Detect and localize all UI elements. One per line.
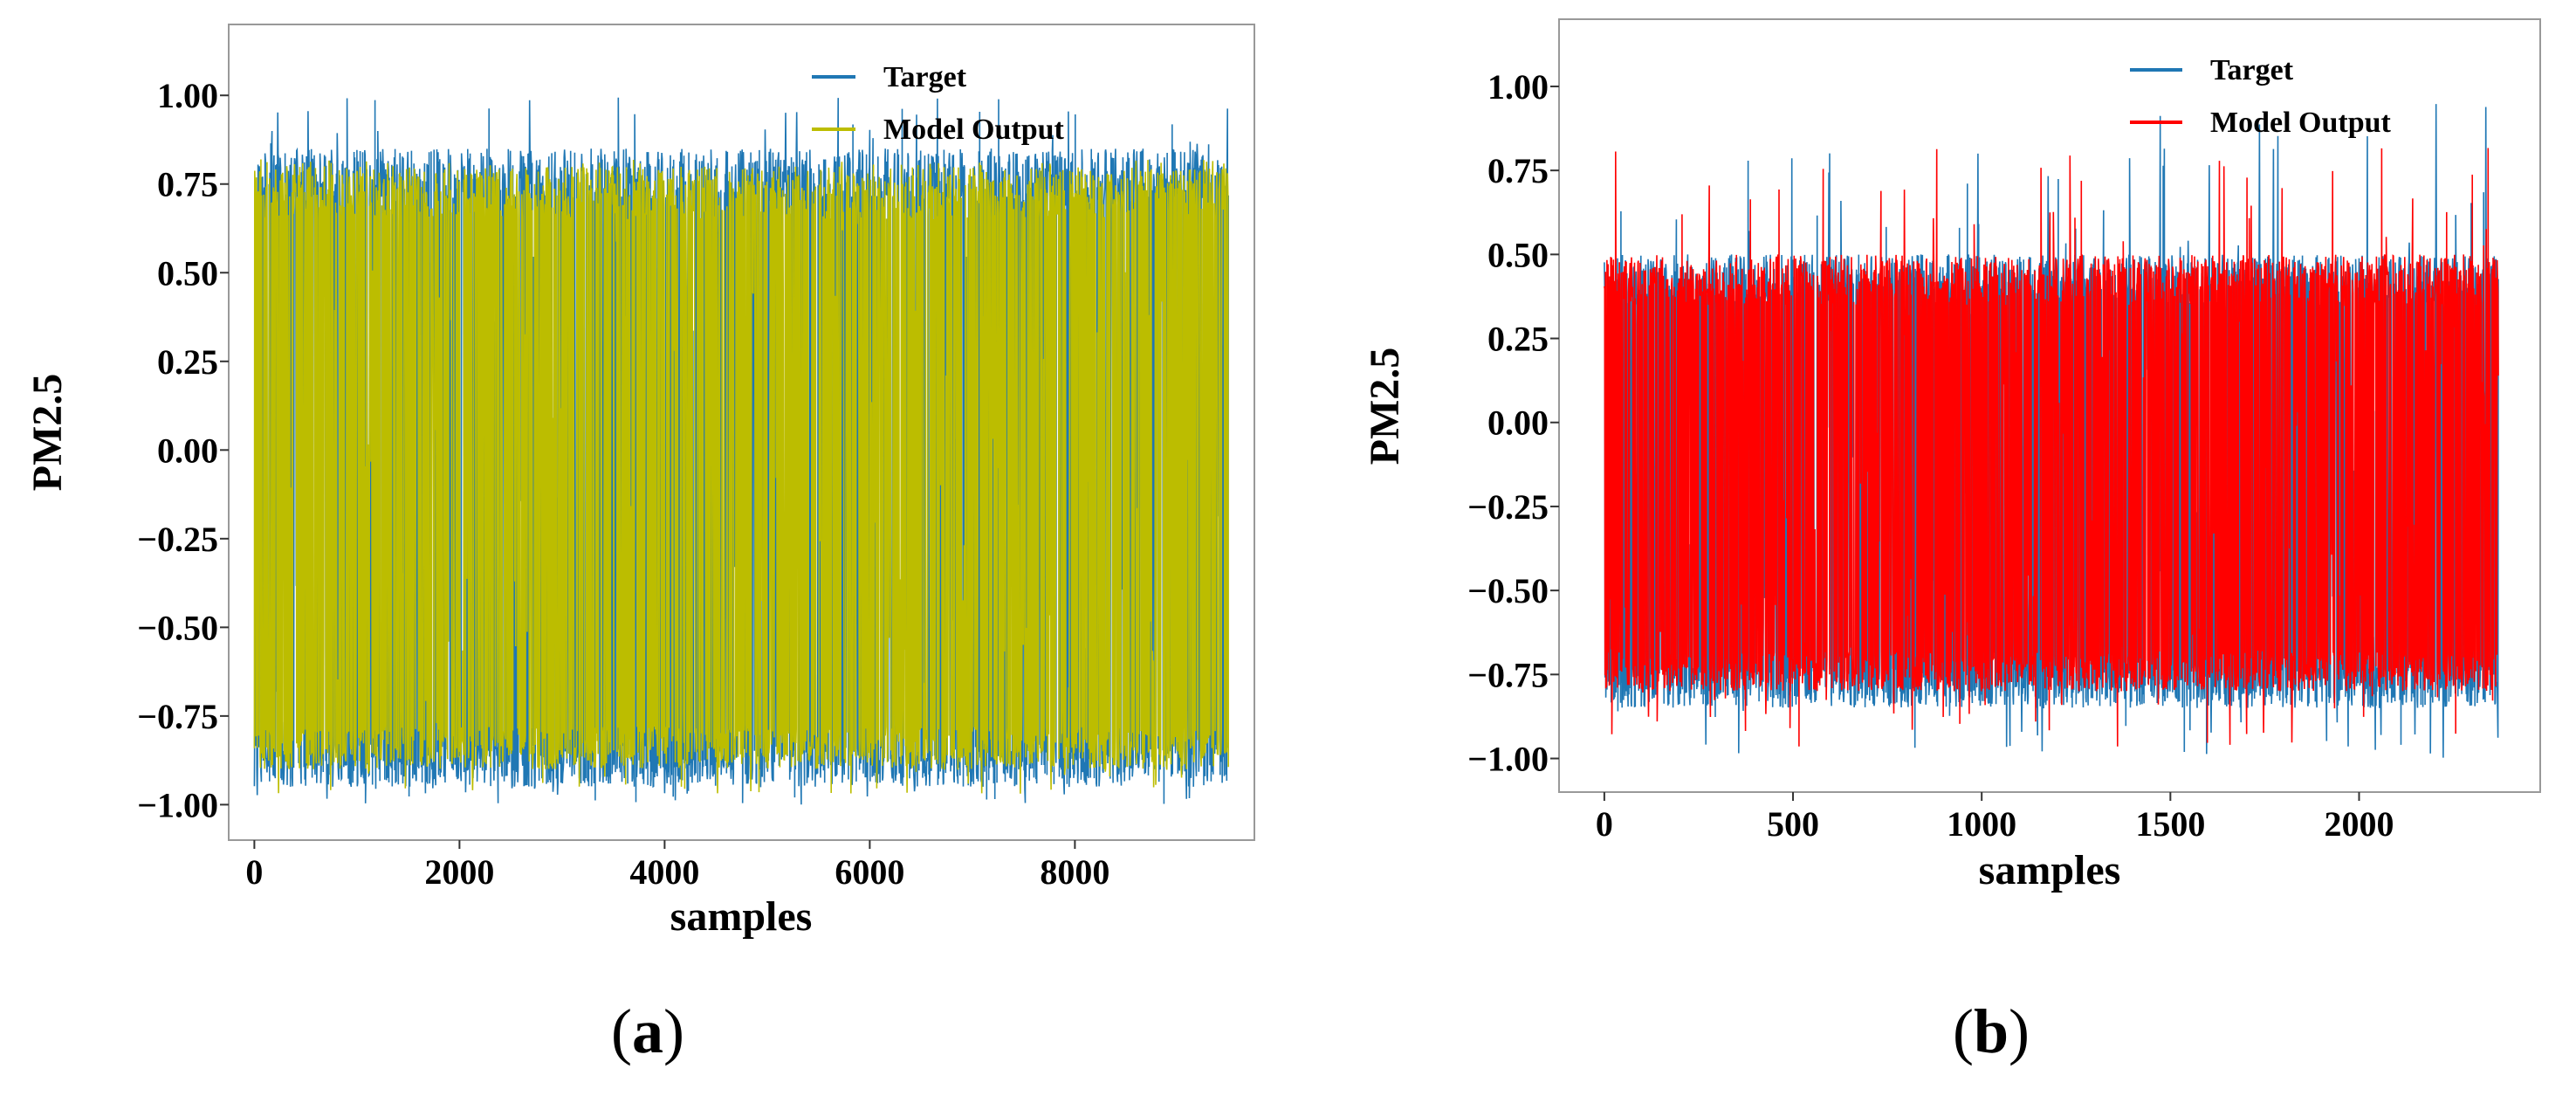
legend-label: Model Output <box>883 114 1065 146</box>
series-line-model-output <box>253 159 1229 794</box>
x-tick-label: 2000 <box>2324 804 2394 844</box>
x-axis-label: samples <box>1979 847 2121 893</box>
x-tick-label: 500 <box>1767 804 1819 844</box>
x-tick-label: 0 <box>245 852 263 892</box>
y-tick-label: 0.75 <box>1487 151 1549 190</box>
y-tick-label: 0.00 <box>157 431 218 470</box>
legend-label: Target <box>883 61 967 93</box>
y-axis-label: PM2.5 <box>1362 348 1408 465</box>
y-tick-label: −0.25 <box>137 520 218 559</box>
y-axis-label: PM2.5 <box>24 374 71 492</box>
y-tick-label: 0.75 <box>157 165 218 204</box>
plot-area <box>1604 104 2499 758</box>
axes-frame <box>1558 18 2541 793</box>
x-tick-label: 0 <box>1596 804 1613 844</box>
axes-frame <box>228 24 1255 841</box>
y-tick-label: 0.25 <box>1487 320 1549 359</box>
series-line-model-output <box>1604 148 2499 747</box>
x-axis-label: samples <box>670 893 813 940</box>
chart-panel-b: 1.00 0.75 0.50 0.25 0.00 −0.25 −0.50 −0.75 −1.00… <box>1292 0 2576 1096</box>
x-tick-label: 1000 <box>1947 804 2016 844</box>
x-tick-label: 4000 <box>629 852 699 892</box>
y-tick-label: 1.00 <box>1487 67 1549 107</box>
chart-a-svg: 1.00 0.75 0.50 0.25 0.00 −0.25 −0.50 −0.75 −1.00… <box>24 24 1255 940</box>
y-tick-label: −0.75 <box>137 697 218 736</box>
y-tick-label: −0.50 <box>137 608 218 647</box>
legend-label: Target <box>2210 54 2294 86</box>
legend: Target Model Output <box>2130 54 2392 139</box>
y-tick-label: 0.50 <box>157 253 218 293</box>
y-tick-label: 1.00 <box>157 76 218 115</box>
y-tick-label: 0.25 <box>157 342 218 382</box>
chart-b-svg: 1.00 0.75 0.50 0.25 0.00 −0.25 −0.50 −0.75 −1.00… <box>1362 18 2541 893</box>
series-line-target <box>253 97 1229 805</box>
y-tick-label: −0.50 <box>1467 571 1549 610</box>
x-tick-label: 2000 <box>424 852 494 892</box>
y-tick-label: 0.00 <box>1487 403 1549 443</box>
x-tick-label: 8000 <box>1040 852 1109 892</box>
legend-label: Model Output <box>2210 107 2392 139</box>
x-tick-label: 1500 <box>2135 804 2205 844</box>
panel-label-b: (b) <box>1953 996 2030 1066</box>
y-tick-label: −0.75 <box>1467 655 1549 694</box>
y-tick-label: −1.00 <box>137 785 218 824</box>
y-tick-label: −0.25 <box>1467 487 1549 527</box>
chart-panel-a: 1.00 0.75 0.50 0.25 0.00 −0.25 −0.50 −0.75 −1.00… <box>24 24 1255 1066</box>
plot-area <box>253 97 1229 805</box>
panel-label-a: (a) <box>611 996 684 1066</box>
legend: Target Model Output <box>812 61 1065 146</box>
y-tick-label: 0.50 <box>1487 235 1549 274</box>
y-tick-label: −1.00 <box>1467 740 1549 779</box>
x-tick-label: 6000 <box>835 852 904 892</box>
